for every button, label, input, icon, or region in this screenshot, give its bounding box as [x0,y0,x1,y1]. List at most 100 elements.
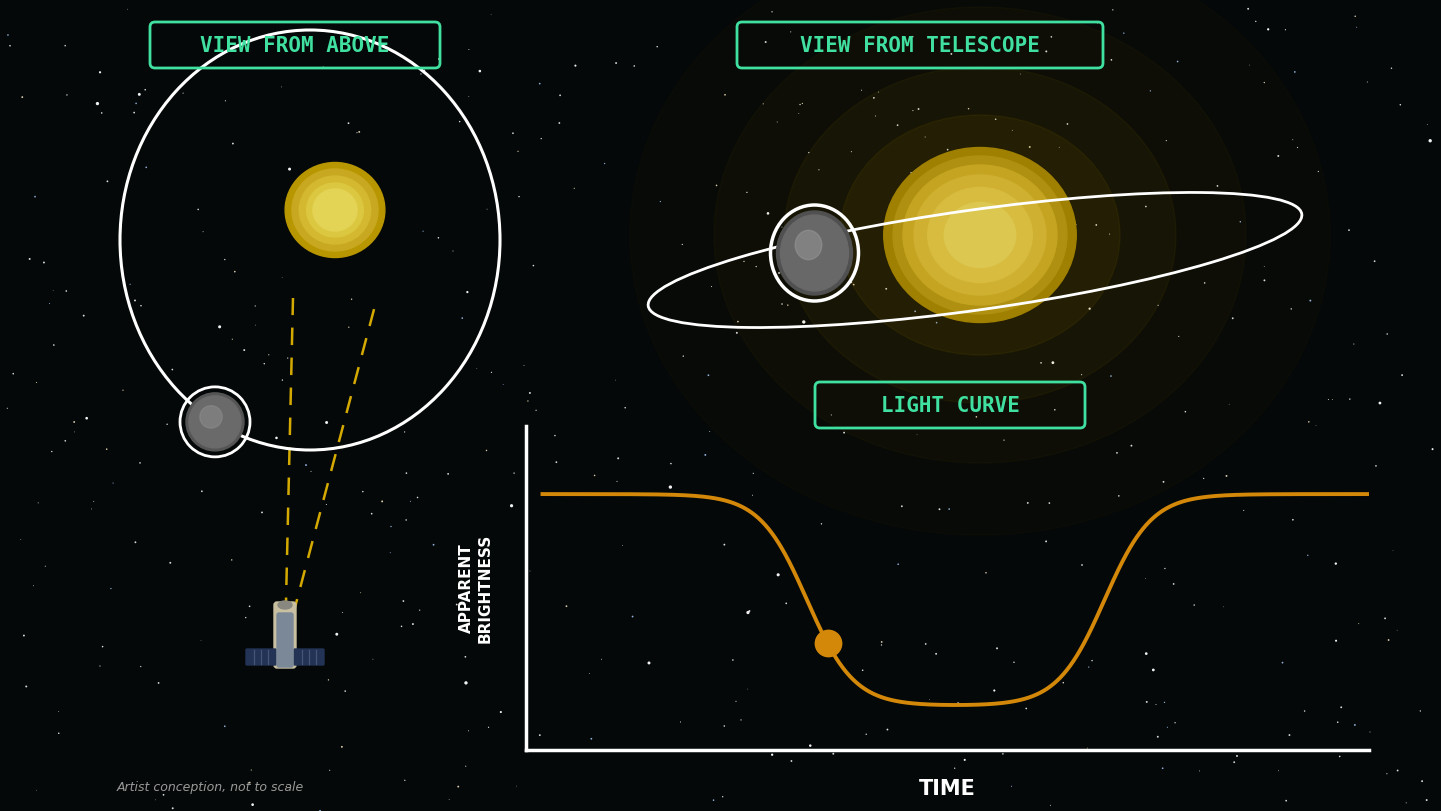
Point [729,714,752,727]
Ellipse shape [285,162,385,258]
Point [993,434,1016,447]
Point [55,88,78,101]
Point [1146,730,1169,743]
Point [1098,228,1121,241]
Point [1120,440,1143,453]
Point [161,802,184,811]
Point [898,198,921,211]
Point [788,98,811,111]
Point [529,728,552,741]
Point [337,320,360,333]
Point [1418,135,1441,148]
Point [156,418,179,431]
Point [465,363,488,375]
Point [1035,535,1058,548]
Point [192,225,215,238]
Point [1101,3,1124,16]
Point [1317,393,1340,406]
Point [1056,118,1079,131]
Point [53,435,76,448]
Point [232,344,255,357]
Point [780,754,803,767]
Point [311,60,334,73]
Point [189,634,212,647]
Point [1081,654,1104,667]
Point [820,409,843,422]
Point [1193,277,1216,290]
Point [391,620,414,633]
Point [447,780,470,793]
Point [1151,475,1174,488]
Point [134,84,157,97]
Point [793,315,816,328]
Point [519,387,542,400]
Point [1356,75,1379,88]
Point [1415,794,1438,807]
Point [457,43,480,56]
Point [886,118,909,131]
Point [713,88,736,101]
Point [156,418,179,431]
Point [111,384,134,397]
Point [275,780,298,793]
Point [925,647,948,660]
Point [491,378,514,391]
Point [360,507,383,520]
Point [945,289,968,302]
Point [1257,23,1280,36]
Point [578,667,601,680]
Point [326,628,349,641]
Point [983,684,1006,697]
Point [406,491,429,504]
Point [187,203,210,216]
Point [438,793,461,806]
Point [10,91,33,104]
Point [1252,76,1275,89]
Point [395,466,418,479]
Point [697,369,720,382]
Point [771,221,794,234]
Point [1016,496,1039,509]
Point [1048,141,1071,154]
Point [738,604,761,617]
Point [529,77,552,90]
Point [244,299,267,312]
Point [1342,337,1365,350]
Point [850,84,873,97]
Point [670,238,693,251]
Point [1278,728,1301,741]
Point [1307,165,1330,178]
Point [91,106,114,119]
Point [244,319,267,332]
Point [833,426,856,439]
Point [1281,513,1304,526]
Point [118,278,141,291]
Point [1236,2,1259,15]
Point [277,352,300,365]
Point [130,299,153,312]
Point [362,653,385,666]
Text: TIME: TIME [919,779,976,799]
Point [918,212,941,225]
Point [1280,303,1303,315]
Point [393,426,416,439]
Ellipse shape [313,189,357,231]
Point [300,465,323,478]
Point [1232,504,1255,517]
Point [993,193,1016,206]
Point [408,603,431,616]
Point [1411,775,1434,787]
Point [1297,415,1320,428]
Point [1007,422,1030,435]
Point [454,650,477,663]
Point [455,285,478,298]
Point [251,506,274,519]
Point [589,653,612,666]
Point [1297,549,1320,562]
Point [855,727,878,740]
Point [349,586,372,599]
Point [621,610,644,623]
Point [330,740,353,753]
Point [159,556,182,569]
Point [197,441,220,454]
